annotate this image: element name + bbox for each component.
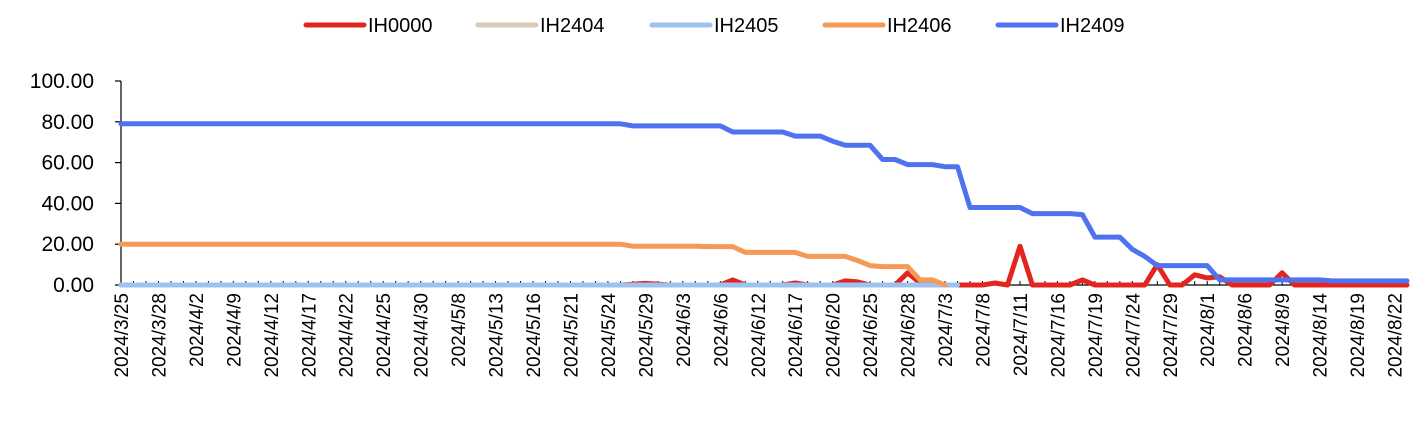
x-tick-label: 2024/8/19 [1348,293,1369,378]
x-tick-label: 2024/7/24 [1123,293,1144,378]
x-tick-label: 2024/5/24 [599,293,620,378]
x-tick-label: 2024/7/3 [936,293,957,367]
x-tick-label: 2024/4/12 [262,293,283,378]
x-tick-label: 2024/6/17 [786,293,807,378]
series-line-ih2406 [118,241,948,288]
legend-label: IH2405 [714,15,779,37]
legend: IH0000 IH2404 IH2405 IH2406 IH2409 [303,15,1125,37]
y-tick-label: 40.00 [41,192,94,215]
legend-item-ih2406: IH2406 [822,15,952,37]
y-tick-label: 60.00 [41,152,94,175]
x-tick-label: 2024/6/3 [674,293,695,367]
x-tick-label: 2024/4/22 [337,293,358,378]
legend-item-ih2404: IH2404 [475,15,605,37]
x-tick-label: 2024/4/2 [187,293,208,367]
x-tick-label: 2024/4/25 [374,293,395,378]
x-tick-label: 2024/7/11 [1011,293,1032,376]
series-layer [118,121,1410,288]
legend-label: IH2404 [540,15,605,37]
x-tick-label: 2024/5/8 [449,293,470,367]
x-tick-label: 2024/7/16 [1048,293,1069,378]
x-tick-label: 2024/3/28 [149,293,170,378]
x-tick-label: 2024/8/22 [1386,293,1407,378]
x-tick-label: 2024/7/19 [1086,293,1107,378]
x-tick-label: 2024/4/9 [224,293,245,367]
legend-label: IH2409 [1060,15,1125,37]
x-tick-label: 2024/8/6 [1236,293,1257,367]
y-tick-label: 0.00 [53,274,94,297]
x-tick-label: 2024/8/1 [1198,293,1219,367]
legend-item-ih0000: IH0000 [303,15,433,37]
x-tick-label: 2024/6/25 [861,293,882,378]
x-tick-label: 2024/7/29 [1161,293,1182,378]
x-tick-label: 2024/5/13 [487,293,508,378]
legend-label: IH0000 [368,15,433,37]
x-tick-label: 2024/5/16 [524,293,545,378]
y-tick-label: 80.00 [41,111,94,134]
x-tick-label: 2024/8/14 [1311,293,1332,378]
y-tick-label: 20.00 [41,233,94,256]
x-tick-label: 2024/4/30 [412,293,433,378]
x-tick-label: 2024/6/28 [899,293,920,378]
y-tick-label: 100.00 [30,70,94,93]
x-tick-label: 2024/4/17 [299,293,320,378]
legend-item-ih2409: IH2409 [995,15,1125,37]
legend-label: IH2406 [887,15,952,37]
x-tick-label: 2024/6/6 [711,293,732,367]
series-line-ih2409 [118,121,1410,284]
x-tick-label: 2024/5/29 [636,293,657,378]
x-tick-label: 2024/7/8 [973,293,994,367]
x-tick-label: 2024/6/20 [824,293,845,378]
x-axis: 2024/3/25 2024/3/28 2024/4/2 2024/4/9 2024/4… [112,281,1408,378]
x-tick-label: 2024/8/9 [1273,293,1294,367]
x-tick-label: 2024/5/21 [561,293,582,378]
x-tick-label: 2024/3/25 [112,293,133,378]
y-axis: 0.00 20.00 40.00 60.00 80.00 100.00 [30,70,122,297]
x-tick-label: 2024/6/12 [749,293,770,378]
legend-item-ih2405: IH2405 [649,15,779,37]
